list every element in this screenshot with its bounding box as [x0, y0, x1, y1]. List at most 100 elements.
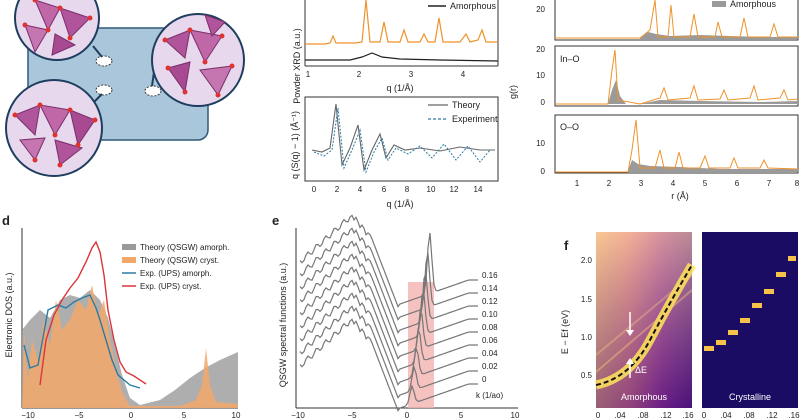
svg-text:Exp. (UPS) amorph.: Exp. (UPS) amorph.: [140, 269, 212, 278]
svg-text:8: 8: [795, 179, 800, 188]
panel-d: d Electronic DOS (a.u.) Theory (QSGW) am…: [2, 213, 241, 419]
panel-f: f E − Ef (eV) 2.0 1.5 1.0 0.5 ΔE Amorpho…: [560, 232, 800, 419]
svg-text:0.5: 0.5: [581, 371, 593, 380]
svg-text:1.5: 1.5: [581, 295, 593, 304]
sq-xlabel: q (1/Å): [386, 199, 413, 209]
crystalline-heatmap: Crystalline: [702, 232, 798, 408]
svg-text:0.04: 0.04: [482, 349, 498, 358]
svg-text:O–O: O–O: [560, 122, 579, 132]
svg-text:6: 6: [735, 179, 740, 188]
svg-text:0: 0: [482, 375, 487, 384]
svg-text:0.02: 0.02: [482, 362, 498, 371]
spectral-curve: [299, 292, 478, 386]
svg-text:2: 2: [357, 70, 362, 79]
svg-text:Crystalline: Crystalline: [729, 392, 771, 402]
svg-text:−5: −5: [74, 411, 84, 419]
zoom-circle-right: [151, 13, 245, 107]
svg-text:−10: −10: [21, 411, 35, 419]
svg-text:Amorphous: Amorphous: [730, 0, 777, 9]
gr-xlabel: r (Å): [671, 191, 689, 201]
svg-text:0: 0: [312, 185, 317, 194]
svg-text:0: 0: [129, 411, 134, 419]
svg-text:0.14: 0.14: [482, 284, 498, 293]
svg-text:0: 0: [541, 167, 546, 176]
spectral-curve: [299, 240, 478, 334]
svg-text:12: 12: [450, 185, 459, 194]
svg-text:2: 2: [335, 185, 340, 194]
xrd-ylabel: Powder XRD (a.u.): [292, 28, 302, 104]
svg-text:4: 4: [461, 70, 466, 79]
structure-illustration: [5, 0, 245, 177]
svg-text:10: 10: [232, 411, 241, 419]
svg-text:5: 5: [182, 411, 187, 419]
panel-letter-f: f: [564, 238, 569, 253]
svg-text:−10: −10: [291, 411, 305, 419]
svg-text:0: 0: [541, 98, 546, 107]
svg-text:Theory: Theory: [452, 100, 481, 110]
svg-text:4: 4: [671, 179, 676, 188]
svg-text:10: 10: [536, 139, 545, 148]
svg-text:ΔE: ΔE: [635, 365, 647, 375]
svg-text:1: 1: [575, 179, 580, 188]
svg-text:3: 3: [409, 70, 414, 79]
svg-text:10: 10: [511, 411, 520, 419]
panel-letter-d: d: [2, 213, 10, 228]
svg-text:0.10: 0.10: [482, 310, 498, 319]
svg-text:5: 5: [703, 179, 708, 188]
svg-text:3: 3: [639, 179, 644, 188]
svg-text:.12: .12: [766, 411, 778, 419]
svg-text:10: 10: [536, 71, 545, 80]
svg-text:−5: −5: [347, 411, 357, 419]
svg-text:0: 0: [596, 411, 601, 419]
svg-text:0: 0: [702, 411, 707, 419]
svg-text:.04: .04: [614, 411, 626, 419]
svg-text:0.12: 0.12: [482, 297, 498, 306]
svg-text:.12: .12: [660, 411, 672, 419]
svg-text:Exp. (UPS) cryst.: Exp. (UPS) cryst.: [140, 282, 201, 291]
svg-text:1: 1: [306, 70, 311, 79]
gr-plot: g(r) 20 Amorphous 20 10 0 In–O 10 0 O–O …: [508, 0, 800, 201]
svg-text:.08: .08: [743, 411, 755, 419]
amorphous-heatmap: ΔE Amorphous: [594, 232, 696, 408]
svg-text:10: 10: [427, 185, 436, 194]
spectral-curve: [299, 227, 478, 321]
svg-text:.16: .16: [788, 411, 800, 419]
svg-text:14: 14: [474, 185, 483, 194]
svg-text:8: 8: [405, 185, 410, 194]
xrd-xlabel: q (1/Å): [386, 83, 413, 93]
band-ylabel: E − Ef (eV): [560, 310, 570, 354]
dos-ylabel: Electronic DOS (a.u.): [4, 272, 14, 357]
spectral-curve: [299, 318, 478, 412]
spectral-curve: [299, 214, 478, 308]
svg-text:0.06: 0.06: [482, 336, 498, 345]
spectral-curve: [299, 279, 478, 373]
panel-e: e QSGW spectral functions (a.u.) 0.16 0.…: [272, 213, 520, 419]
spectral-curve: [299, 305, 478, 399]
spectral-curve: [299, 266, 478, 360]
svg-text:In–O: In–O: [560, 54, 580, 64]
svg-text:7: 7: [767, 179, 772, 188]
svg-text:k (1/ao): k (1/ao): [476, 391, 503, 400]
svg-text:Theory (QSGW) cryst.: Theory (QSGW) cryst.: [140, 256, 219, 265]
xrd-plot: Powder XRD (a.u.) Amorphous 1 2 3 4 q (1…: [292, 0, 499, 104]
svg-text:Experiment: Experiment: [452, 114, 498, 124]
svg-text:20: 20: [536, 5, 545, 14]
sq-ylabel: q (S(q) − 1) (Å⁻¹): [290, 111, 300, 179]
svg-text:.08: .08: [637, 411, 649, 419]
svg-text:2: 2: [607, 179, 612, 188]
svg-text:.04: .04: [720, 411, 732, 419]
svg-text:1.0: 1.0: [581, 333, 593, 342]
svg-text:.16: .16: [682, 411, 694, 419]
svg-text:5: 5: [459, 411, 464, 419]
spectral-curve: [299, 253, 478, 347]
svg-text:Theory (QSGW) amorph.: Theory (QSGW) amorph.: [140, 243, 229, 252]
svg-text:20: 20: [536, 45, 545, 54]
svg-text:2.0: 2.0: [581, 256, 593, 265]
panel-letter-e: e: [272, 213, 279, 228]
svg-text:0: 0: [405, 411, 410, 419]
gr-ylabel: g(r): [508, 85, 518, 99]
svg-text:Amorphous: Amorphous: [621, 392, 668, 402]
zoom-circle-bottom: [5, 79, 103, 177]
svg-text:4: 4: [358, 185, 363, 194]
